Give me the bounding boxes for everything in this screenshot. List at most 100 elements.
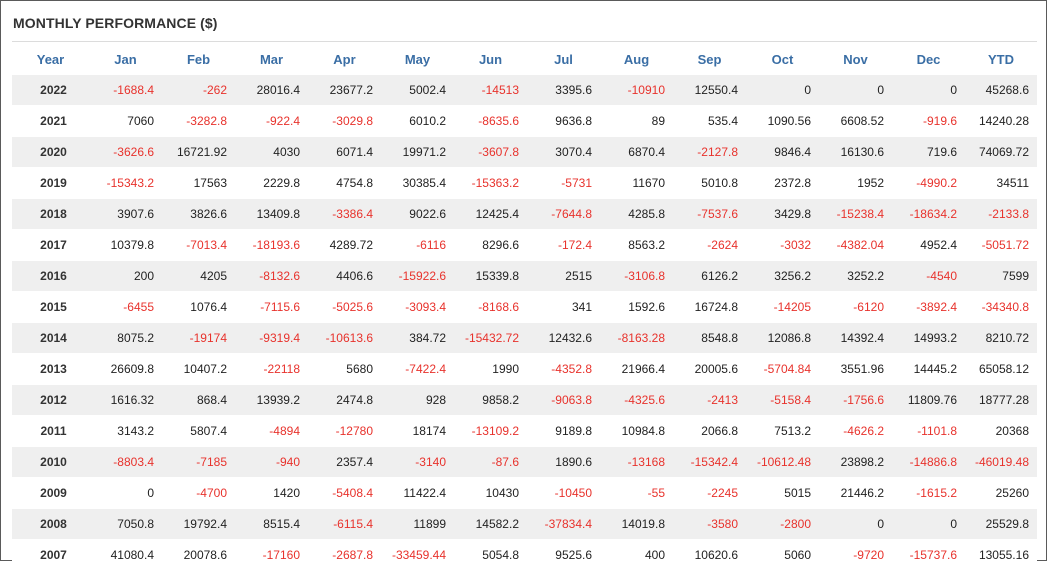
value-cell: -3607.8 <box>454 136 527 168</box>
value-cell: 89 <box>600 105 673 137</box>
value-cell: 13939.2 <box>235 384 308 416</box>
value-cell: 13409.8 <box>235 198 308 230</box>
value-cell: 11422.4 <box>381 477 454 509</box>
value-cell: 1990 <box>454 353 527 385</box>
value-cell: -2413 <box>673 384 746 416</box>
value-cell: -10450 <box>527 477 600 509</box>
value-cell: -3282.8 <box>162 105 235 137</box>
value-cell: -3892.4 <box>892 291 965 323</box>
year-cell: 2021 <box>12 105 89 137</box>
value-cell: -9319.4 <box>235 322 308 354</box>
value-cell: 17563 <box>162 167 235 199</box>
value-cell: 8296.6 <box>454 229 527 261</box>
table-body: 2022 -1688.4 -262 28016.4 23677.2 5002.4 -1451… <box>12 75 1037 571</box>
year-cell: 2011 <box>12 415 89 447</box>
value-cell: 21446.2 <box>819 477 892 509</box>
value-cell: 14582.2 <box>454 508 527 540</box>
value-cell: 9636.8 <box>527 105 600 137</box>
value-cell: 341 <box>527 291 600 323</box>
value-cell: 0 <box>819 75 892 106</box>
value-cell: -5051.72 <box>965 229 1037 261</box>
value-cell: 45268.6 <box>965 75 1037 106</box>
value-cell: -6116 <box>381 229 454 261</box>
value-cell: -34340.8 <box>965 291 1037 323</box>
value-cell: 25529.8 <box>965 508 1037 540</box>
value-cell: 2372.8 <box>746 167 819 199</box>
value-cell: -3580 <box>673 508 746 540</box>
value-cell: -15737.6 <box>892 539 965 571</box>
value-cell: 7599 <box>965 260 1037 292</box>
value-cell: -172.4 <box>527 229 600 261</box>
value-cell: 6870.4 <box>600 136 673 168</box>
value-cell: 0 <box>89 477 162 509</box>
value-cell: 3826.6 <box>162 198 235 230</box>
value-cell: 0 <box>892 75 965 106</box>
value-cell: 8548.8 <box>673 322 746 354</box>
value-cell: -12780 <box>308 415 381 447</box>
value-cell: 28016.4 <box>235 75 308 106</box>
value-cell: -4626.2 <box>819 415 892 447</box>
value-cell: -4700 <box>162 477 235 509</box>
value-cell: 21966.4 <box>600 353 673 385</box>
value-cell: 5054.8 <box>454 539 527 571</box>
table-header-row: Year Jan Feb Mar Apr May Jun Jul Aug Sep Oct Nov Dec… <box>12 43 1037 75</box>
value-cell: 1952 <box>819 167 892 199</box>
year-cell: 2017 <box>12 229 89 261</box>
value-cell: 1890.6 <box>527 446 600 478</box>
column-header-nov: Nov <box>843 51 868 67</box>
year-cell: 2013 <box>12 353 89 385</box>
value-cell: 4030 <box>235 136 308 168</box>
value-cell: -33459.44 <box>381 539 454 571</box>
value-cell: -10613.6 <box>308 322 381 354</box>
year-cell: 2022 <box>12 75 89 106</box>
value-cell: -15432.72 <box>454 322 527 354</box>
value-cell: -7644.8 <box>527 198 600 230</box>
table-row: 2017 10379.8 -7013.4 -18193.6 4289.72 -6116 82… <box>12 229 1037 261</box>
value-cell: 65058.12 <box>965 353 1037 385</box>
value-cell: 400 <box>600 539 673 571</box>
year-cell: 2020 <box>12 136 89 168</box>
value-cell: 5010.8 <box>673 167 746 199</box>
year-cell: 2014 <box>12 322 89 354</box>
value-cell: 3395.6 <box>527 75 600 106</box>
value-cell: 928 <box>381 384 454 416</box>
column-header-oct: Oct <box>771 51 794 67</box>
value-cell: -6120 <box>819 291 892 323</box>
performance-table: Year Jan Feb Mar Apr May Jun Jul Aug Sep Oct Nov Dec… <box>12 43 1037 571</box>
table-row: 2008 7050.8 19792.4 8515.4 -6115.4 11899 14582… <box>12 508 1037 540</box>
value-cell: -14513 <box>454 75 527 106</box>
value-cell: -14205 <box>746 291 819 323</box>
table-row: 2009 0 -4700 1420 -5408.4 11422.4 10430 -10450-… <box>12 477 1037 509</box>
value-cell: -3626.6 <box>89 136 162 168</box>
value-cell: -10910 <box>600 75 673 106</box>
value-cell: 3907.6 <box>89 198 162 230</box>
value-cell: 5060 <box>746 539 819 571</box>
value-cell: 9846.4 <box>746 136 819 168</box>
value-cell: 10984.8 <box>600 415 673 447</box>
value-cell: 3252.2 <box>819 260 892 292</box>
year-cell: 2009 <box>12 477 89 509</box>
value-cell: -8168.6 <box>454 291 527 323</box>
value-cell: -8163.28 <box>600 322 673 354</box>
value-cell: 4285.8 <box>600 198 673 230</box>
value-cell: 7513.2 <box>746 415 819 447</box>
table-row: 2007 41080.4 20078.6 -17160 -2687.8 -33459.44… <box>12 539 1037 571</box>
value-cell: -8803.4 <box>89 446 162 478</box>
value-cell: 535.4 <box>673 105 746 137</box>
value-cell: -3093.4 <box>381 291 454 323</box>
value-cell: 6010.2 <box>381 105 454 137</box>
value-cell: -940 <box>235 446 308 478</box>
value-cell: -9063.8 <box>527 384 600 416</box>
value-cell: 5015 <box>746 477 819 509</box>
value-cell: 4205 <box>162 260 235 292</box>
value-cell: -922.4 <box>235 105 308 137</box>
column-header-jul: Jul <box>554 51 573 67</box>
value-cell: -1101.8 <box>892 415 965 447</box>
value-cell: -6455 <box>89 291 162 323</box>
value-cell: -3029.8 <box>308 105 381 137</box>
value-cell: -262 <box>162 75 235 106</box>
value-cell: 7050.8 <box>89 508 162 540</box>
value-cell: 20005.6 <box>673 353 746 385</box>
table-row: 2010 -8803.4 -7185 -940 2357.4 -3140 -87.6 1890… <box>12 446 1037 478</box>
value-cell: 5002.4 <box>381 75 454 106</box>
